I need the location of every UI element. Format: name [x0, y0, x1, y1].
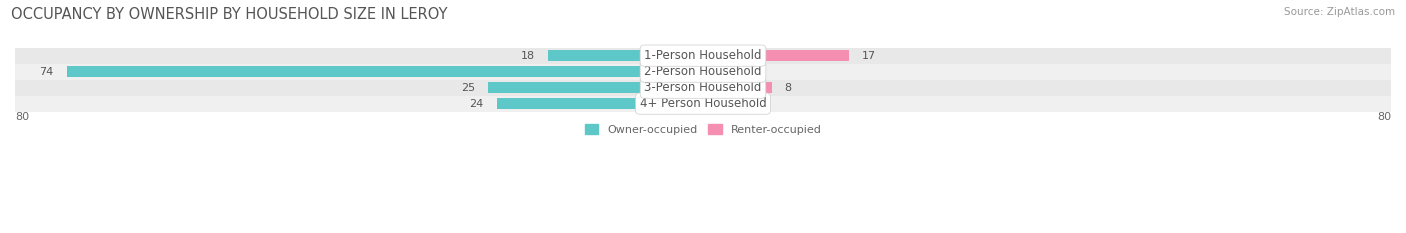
- Text: 24: 24: [470, 99, 484, 109]
- Bar: [496, 98, 703, 109]
- Bar: [488, 82, 703, 93]
- Text: 74: 74: [39, 67, 53, 77]
- Text: 2-Person Household: 2-Person Household: [644, 65, 762, 78]
- Text: OCCUPANCY BY OWNERSHIP BY HOUSEHOLD SIZE IN LEROY: OCCUPANCY BY OWNERSHIP BY HOUSEHOLD SIZE…: [11, 7, 447, 22]
- Text: 17: 17: [862, 51, 876, 61]
- Bar: [703, 82, 772, 93]
- Bar: [15, 64, 1391, 80]
- Bar: [703, 66, 720, 77]
- Text: 8: 8: [785, 83, 792, 93]
- Bar: [703, 98, 720, 109]
- Text: 1-Person Household: 1-Person Household: [644, 49, 762, 62]
- Text: 2: 2: [733, 67, 740, 77]
- Text: 18: 18: [522, 51, 536, 61]
- Text: 80: 80: [1376, 112, 1391, 122]
- Text: 2: 2: [733, 99, 740, 109]
- Text: 80: 80: [15, 112, 30, 122]
- Legend: Owner-occupied, Renter-occupied: Owner-occupied, Renter-occupied: [581, 120, 825, 139]
- Text: Source: ZipAtlas.com: Source: ZipAtlas.com: [1284, 7, 1395, 17]
- Bar: [703, 50, 849, 61]
- Bar: [15, 80, 1391, 96]
- Bar: [15, 48, 1391, 64]
- Text: 3-Person Household: 3-Person Household: [644, 81, 762, 94]
- Bar: [15, 96, 1391, 112]
- Text: 25: 25: [461, 83, 475, 93]
- Bar: [548, 50, 703, 61]
- Bar: [66, 66, 703, 77]
- Text: 4+ Person Household: 4+ Person Household: [640, 97, 766, 110]
